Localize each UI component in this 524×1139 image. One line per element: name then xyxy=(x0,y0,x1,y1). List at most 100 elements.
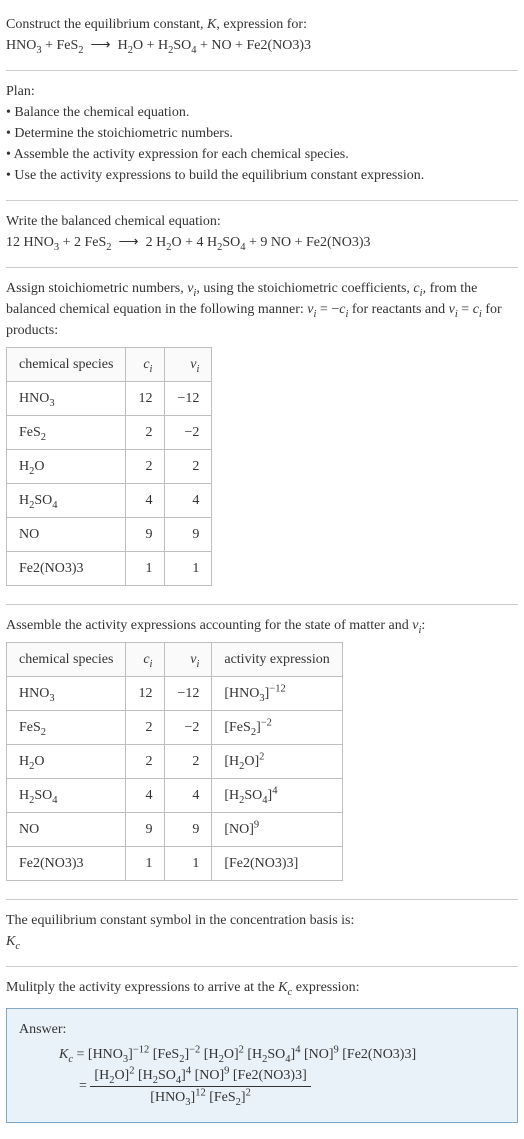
page: Construct the equilibrium constant, K, e… xyxy=(0,0,524,1139)
cell-species: Fe2(NO3)3 xyxy=(7,847,126,881)
divider xyxy=(6,899,518,900)
activity-table: chemical species ci νi activity expressi… xyxy=(6,642,343,881)
col-ci: ci xyxy=(126,348,165,382)
cell-species: NO xyxy=(7,518,126,552)
cell-vi: 1 xyxy=(165,847,212,881)
cell-vi: 4 xyxy=(165,484,212,518)
table-row: H2O 2 2 [H2O]2 xyxy=(7,745,343,779)
cell-vi: −12 xyxy=(165,677,212,711)
cell-species: HNO3 xyxy=(7,677,126,711)
cell-activity: [H2SO4]4 xyxy=(212,779,342,813)
fraction-denominator: [HNO3]12 [FeS2]2 xyxy=(90,1086,310,1108)
answer-line1: Kc = [HNO3]−12 [FeS2]−2 [H2O]2 [H2SO4]4 … xyxy=(19,1044,505,1065)
cell-ci: 4 xyxy=(126,779,165,813)
cell-ci: 2 xyxy=(126,711,165,745)
fraction-numerator: [H2O]2 [H2SO4]4 [NO]9 [Fe2(NO3)3] xyxy=(90,1065,310,1086)
col-vi: νi xyxy=(165,643,212,677)
plan-item: • Determine the stoichiometric numbers. xyxy=(6,123,518,144)
balanced-section: Write the balanced chemical equation: 12… xyxy=(6,205,518,263)
table-row: NO 9 9 xyxy=(7,518,212,552)
table-row: H2SO4 4 4 [H2SO4]4 xyxy=(7,779,343,813)
col-species: chemical species xyxy=(7,348,126,382)
cell-activity: [H2O]2 xyxy=(212,745,342,779)
cell-ci: 9 xyxy=(126,813,165,847)
table-row: HNO3 12 −12 xyxy=(7,382,212,416)
cell-species: H2O xyxy=(7,745,126,779)
cell-ci: 2 xyxy=(126,416,165,450)
divider xyxy=(6,966,518,967)
cell-species: H2O xyxy=(7,450,126,484)
cell-activity: [Fe2(NO3)3] xyxy=(212,847,342,881)
col-vi: νi xyxy=(165,348,212,382)
cell-species: FeS2 xyxy=(7,711,126,745)
equals-sign: = xyxy=(79,1079,87,1094)
table-row: Fe2(NO3)3 1 1 [Fe2(NO3)3] xyxy=(7,847,343,881)
cell-vi: −2 xyxy=(165,416,212,450)
cell-ci: 12 xyxy=(126,677,165,711)
plan-title: Plan: xyxy=(6,81,518,102)
stoich-table: chemical species ci νi HNO3 12 −12 FeS2 … xyxy=(6,347,212,586)
cell-vi: 9 xyxy=(165,518,212,552)
activity-section: Assemble the activity expressions accoun… xyxy=(6,609,518,895)
divider xyxy=(6,604,518,605)
answer-fraction-line: = [H2O]2 [H2SO4]4 [NO]9 [Fe2(NO3)3] [HNO… xyxy=(19,1065,505,1108)
basis-section: The equilibrium constant symbol in the c… xyxy=(6,904,518,962)
divider xyxy=(6,200,518,201)
table-row: NO 9 9 [NO]9 xyxy=(7,813,343,847)
cell-vi: 4 xyxy=(165,779,212,813)
cell-vi: 2 xyxy=(165,450,212,484)
cell-vi: 2 xyxy=(165,745,212,779)
balanced-intro: Write the balanced chemical equation: xyxy=(6,211,518,232)
table-header-row: chemical species ci νi xyxy=(7,348,212,382)
activity-intro: Assemble the activity expressions accoun… xyxy=(6,615,518,636)
basis-line1: The equilibrium constant symbol in the c… xyxy=(6,910,518,931)
cell-ci: 1 xyxy=(126,847,165,881)
table-row: FeS2 2 −2 [FeS2]−2 xyxy=(7,711,343,745)
cell-ci: 4 xyxy=(126,484,165,518)
multiply-intro: Mulitply the activity expressions to arr… xyxy=(6,977,518,998)
plan-item: • Balance the chemical equation. xyxy=(6,102,518,123)
table-row: Fe2(NO3)3 1 1 xyxy=(7,552,212,586)
table-row: HNO3 12 −12 [HNO3]−12 xyxy=(7,677,343,711)
basis-line2: Kc xyxy=(6,931,518,952)
cell-ci: 1 xyxy=(126,552,165,586)
multiply-section: Mulitply the activity expressions to arr… xyxy=(6,971,518,1002)
col-activity: activity expression xyxy=(212,643,342,677)
cell-species: H2SO4 xyxy=(7,779,126,813)
table-row: FeS2 2 −2 xyxy=(7,416,212,450)
cell-activity: [HNO3]−12 xyxy=(212,677,342,711)
cell-species: HNO3 xyxy=(7,382,126,416)
cell-species: NO xyxy=(7,813,126,847)
cell-activity: [NO]9 xyxy=(212,813,342,847)
plan-section: Plan: • Balance the chemical equation. •… xyxy=(6,75,518,196)
cell-species: Fe2(NO3)3 xyxy=(7,552,126,586)
divider xyxy=(6,70,518,71)
stoich-section: Assign stoichiometric numbers, νi, using… xyxy=(6,272,518,600)
cell-activity: [FeS2]−2 xyxy=(212,711,342,745)
plan-item: • Assemble the activity expression for e… xyxy=(6,144,518,165)
table-row: H2O 2 2 xyxy=(7,450,212,484)
answer-label: Answer: xyxy=(19,1019,505,1040)
answer-box: Answer: Kc = [HNO3]−12 [FeS2]−2 [H2O]2 [… xyxy=(6,1008,518,1123)
header-line1: Construct the equilibrium constant, K, e… xyxy=(6,14,518,35)
header-equation: HNO3 + FeS2 ⟶ H2O + H2SO4 + NO + Fe2(NO3… xyxy=(6,35,518,56)
fraction: [H2O]2 [H2SO4]4 [NO]9 [Fe2(NO3)3] [HNO3]… xyxy=(90,1065,310,1108)
col-ci: ci xyxy=(126,643,165,677)
cell-ci: 9 xyxy=(126,518,165,552)
cell-vi: 1 xyxy=(165,552,212,586)
col-species: chemical species xyxy=(7,643,126,677)
plan-item: • Use the activity expressions to build … xyxy=(6,165,518,186)
header-section: Construct the equilibrium constant, K, e… xyxy=(6,8,518,66)
cell-vi: −2 xyxy=(165,711,212,745)
table-row: H2SO4 4 4 xyxy=(7,484,212,518)
cell-vi: 9 xyxy=(165,813,212,847)
cell-species: H2SO4 xyxy=(7,484,126,518)
cell-vi: −12 xyxy=(165,382,212,416)
cell-ci: 2 xyxy=(126,450,165,484)
divider xyxy=(6,267,518,268)
cell-ci: 2 xyxy=(126,745,165,779)
balanced-equation: 12 HNO3 + 2 FeS2 ⟶ 2 H2O + 4 H2SO4 + 9 N… xyxy=(6,232,518,253)
table-header-row: chemical species ci νi activity expressi… xyxy=(7,643,343,677)
cell-ci: 12 xyxy=(126,382,165,416)
cell-species: FeS2 xyxy=(7,416,126,450)
